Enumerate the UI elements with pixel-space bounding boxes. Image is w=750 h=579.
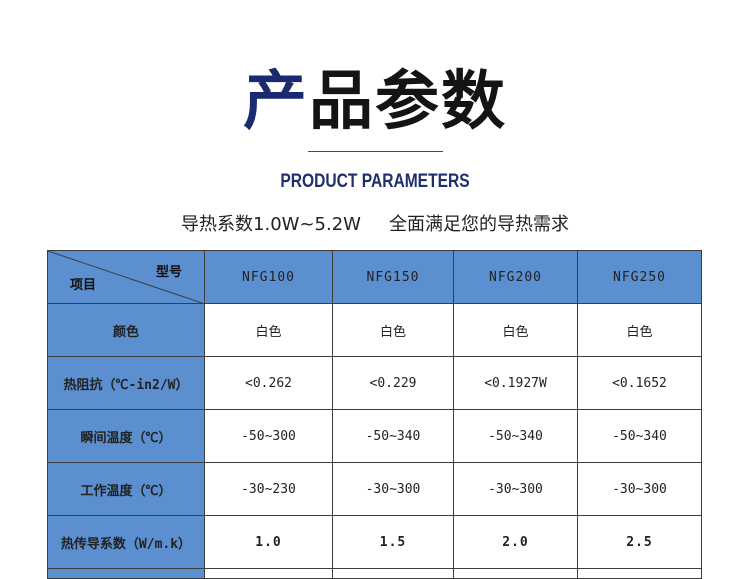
corner-diagonal bbox=[48, 251, 205, 304]
parameter-table: 型号 项目 NFG100 NFG150 NFG200 NFG250 颜色 白色 … bbox=[47, 250, 702, 579]
title-divider bbox=[308, 151, 443, 152]
row-label: 颜色 bbox=[47, 303, 205, 357]
table-cell: <0.1927W bbox=[453, 356, 578, 410]
page-title-rest: 品参数 bbox=[309, 65, 507, 139]
tagline-right: 全面满足您的导热需求 bbox=[388, 214, 569, 235]
table-cell: -50~340 bbox=[453, 409, 578, 463]
table-row: 瞬间温度（℃） -50~300 -50~340 -50~340 -50~340 bbox=[47, 409, 702, 463]
row-label: 瞬间温度（℃） bbox=[47, 409, 205, 463]
tagline-left: 导热系数1.0W~5.2W bbox=[181, 214, 361, 235]
table-cell: 2.5 bbox=[577, 515, 702, 569]
table-cell: 白色 bbox=[577, 303, 702, 357]
table-cell: <0.1652 bbox=[577, 356, 702, 410]
table-cell: 2.0 bbox=[453, 515, 578, 569]
table-cell: 1.0 bbox=[204, 515, 333, 569]
table-row: 热阻抗（℃-in2/W） <0.262 <0.229 <0.1927W <0.1… bbox=[47, 356, 702, 410]
row-label-partial bbox=[47, 568, 205, 579]
corner-cell: 型号 项目 bbox=[47, 250, 205, 304]
table-cell: -50~340 bbox=[577, 409, 702, 463]
model-header: NFG100 bbox=[204, 250, 333, 304]
page-title: 产品参数 bbox=[0, 50, 750, 142]
table-row: 工作温度（℃） -30~230 -30~300 -30~300 -30~300 bbox=[47, 462, 702, 516]
row-label: 热传导系数（W/m.k） bbox=[47, 515, 205, 569]
corner-item-label: 项目 bbox=[70, 278, 97, 293]
model-header: NFG250 bbox=[577, 250, 702, 304]
table-cell: 1.5 bbox=[332, 515, 454, 569]
table-cell: -30~300 bbox=[577, 462, 702, 516]
table-cell: <0.229 bbox=[332, 356, 454, 410]
table-cell: -50~340 bbox=[332, 409, 454, 463]
table-cell: 白色 bbox=[332, 303, 454, 357]
table-row-partial bbox=[47, 568, 702, 579]
table-cell-partial bbox=[332, 568, 454, 579]
tagline: 导热系数1.0W~5.2W 全面满足您的导热需求 bbox=[0, 210, 750, 236]
table-cell: <0.262 bbox=[204, 356, 333, 410]
subtitle-english: PRODUCT PARAMETERS bbox=[280, 171, 470, 192]
table-cell-partial bbox=[204, 568, 333, 579]
table-row: 热传导系数（W/m.k） 1.0 1.5 2.0 2.5 bbox=[47, 515, 702, 569]
corner-model-label: 型号 bbox=[155, 265, 182, 280]
model-header: NFG200 bbox=[453, 250, 578, 304]
model-header: NFG150 bbox=[332, 250, 454, 304]
table-cell: -30~300 bbox=[453, 462, 578, 516]
table-cell-partial bbox=[453, 568, 578, 579]
table-cell: 白色 bbox=[204, 303, 333, 357]
table-cell: -30~230 bbox=[204, 462, 333, 516]
table-cell: -30~300 bbox=[332, 462, 454, 516]
table-cell: -50~300 bbox=[204, 409, 333, 463]
table-header-row: 型号 项目 NFG100 NFG150 NFG200 NFG250 bbox=[47, 250, 702, 304]
table-row: 颜色 白色 白色 白色 白色 bbox=[47, 303, 702, 357]
table-cell: 白色 bbox=[453, 303, 578, 357]
row-label: 热阻抗（℃-in2/W） bbox=[47, 356, 205, 410]
table-cell-partial bbox=[577, 568, 702, 579]
row-label: 工作温度（℃） bbox=[47, 462, 205, 516]
page-title-first-char: 产 bbox=[243, 65, 309, 139]
